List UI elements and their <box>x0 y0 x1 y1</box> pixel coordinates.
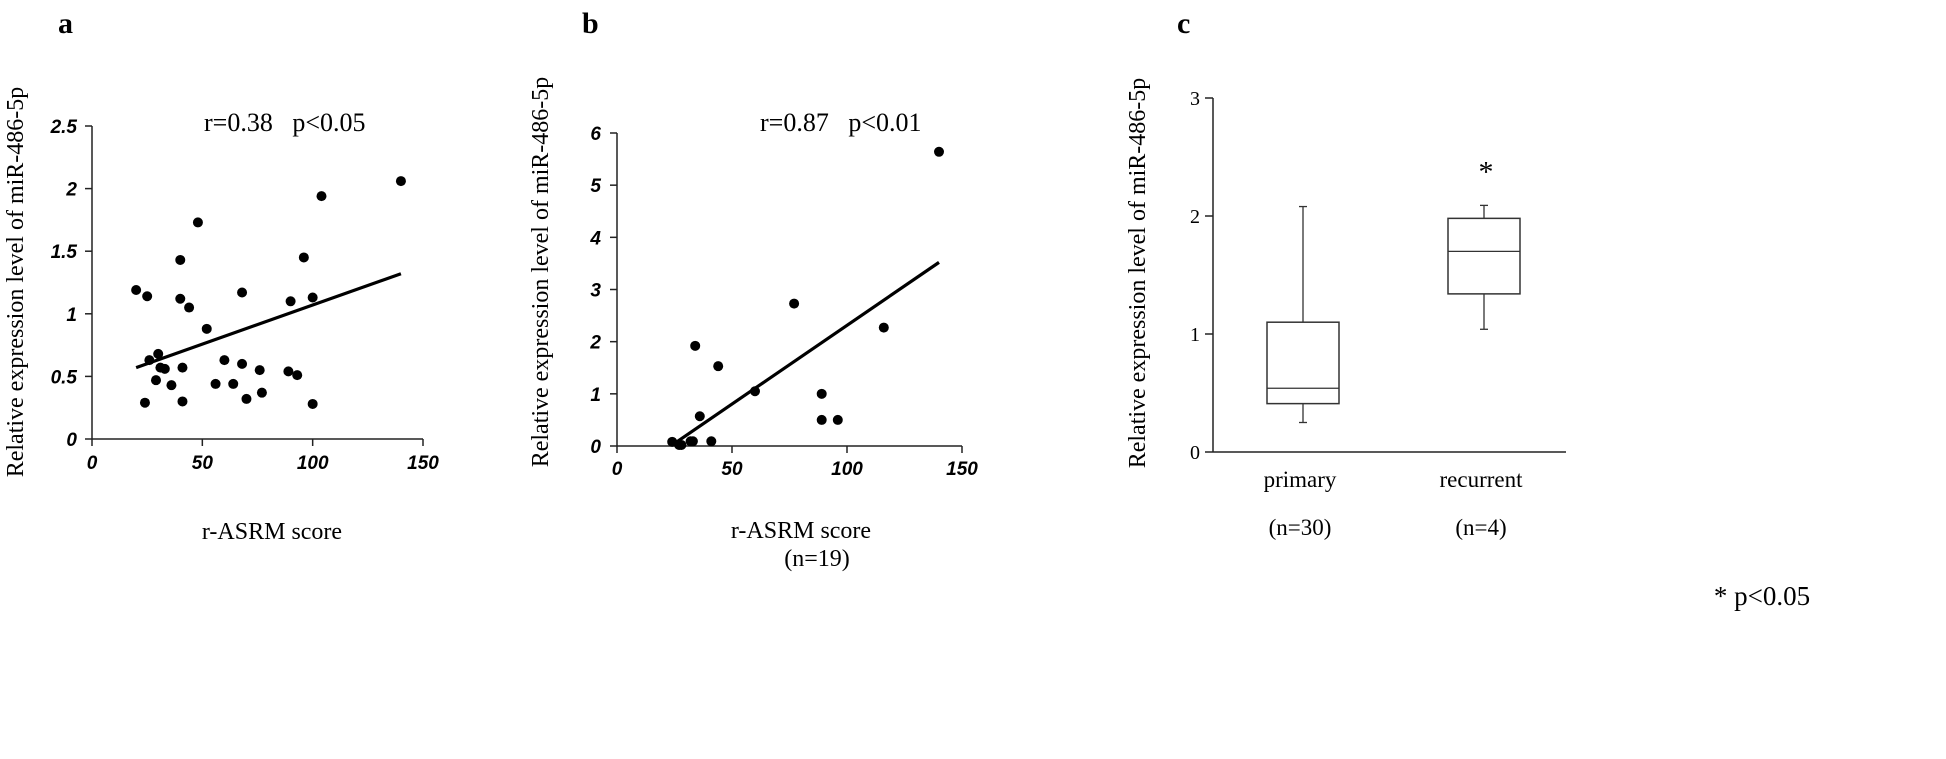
panel-b-ytick-label: 3 <box>590 281 601 302</box>
panel-a-xtick-label: 100 <box>297 453 329 474</box>
panel-c-category-label: recurrent <box>1440 467 1524 492</box>
panel-b-data-point <box>706 436 717 447</box>
panel-a-data-point <box>237 287 248 298</box>
panel-a-data-point <box>153 348 164 359</box>
panel-a-data-point <box>241 393 252 404</box>
panel-b-data-point <box>789 298 800 309</box>
panel-a-data-point <box>192 217 203 228</box>
panel-c-box <box>1447 217 1521 295</box>
panel-c-chart: Relative expression level of miR-486-5p … <box>1125 78 1566 540</box>
panel-a-data-point <box>254 365 265 376</box>
panel-a-ytick-label: 1 <box>66 305 77 326</box>
panel-b-data-point <box>878 322 889 333</box>
panel-b-data-point <box>934 146 944 157</box>
panel-a-ylabel: Relative expression level of miR-486-5p <box>3 87 29 478</box>
panel-a-ytick-label: 2 <box>65 180 77 201</box>
panel-a-xtick-label: 0 <box>87 453 98 474</box>
panel-c-ytick-label: 0 <box>1190 442 1200 464</box>
panel-a-data-point <box>307 398 318 409</box>
panel-a-chart: r=0.38 p<0.05 Relative expression level … <box>3 87 439 545</box>
panel-b-ytick-label: 4 <box>589 228 601 249</box>
panel-a-data-point <box>201 323 212 334</box>
panel-b-ytick-label: 2 <box>589 333 601 354</box>
panel-a-data-point <box>131 285 142 296</box>
panel-a-data-point <box>175 293 186 304</box>
panel-b-xtick-label: 0 <box>612 459 623 480</box>
panel-a-xtick-label: 50 <box>192 453 214 474</box>
panel-c-ytick-label: 1 <box>1190 324 1200 346</box>
panel-a-data-point <box>292 370 303 381</box>
panel-b-data-point <box>676 439 687 450</box>
panel-b-ytick-label: 5 <box>590 176 601 197</box>
panel-b-data-point <box>816 414 827 425</box>
panel-b-note: (n=19) <box>784 546 850 572</box>
panel-b-xlabel: r-ASRM score <box>731 518 871 544</box>
panel-a-data-point <box>307 292 318 303</box>
panel-a-data-point <box>228 378 239 389</box>
panel-a-ytick-label: 2.5 <box>50 117 78 138</box>
panel-a-data-point <box>210 378 221 389</box>
panel-c-box <box>1266 321 1340 405</box>
panel-a-data-point <box>177 362 188 373</box>
panel-a-xtick-label: 150 <box>407 453 439 474</box>
panel-c-letter: c <box>1177 7 1190 40</box>
panel-b-ytick-label: 0 <box>590 437 601 458</box>
panel-b-letter: b <box>582 7 599 40</box>
panel-b-data-point <box>694 411 705 422</box>
panel-a-data-point <box>219 355 230 366</box>
panel-a-data-point <box>298 252 309 263</box>
panel-a-ytick-label: 1.5 <box>51 242 78 263</box>
panel-b-chart: r=0.87 p<0.01 Relative expression level … <box>528 77 978 572</box>
panel-a-data-point <box>139 397 150 408</box>
panel-b-ylabel: Relative expression level of miR-486-5p <box>528 77 554 468</box>
panel-a-ytick-label: 0 <box>66 430 77 451</box>
panel-c-ytick-label: 2 <box>1190 206 1200 228</box>
panel-b-data-point <box>713 361 724 372</box>
panel-b-data-point <box>687 436 698 447</box>
panel-a-data-point <box>142 291 153 302</box>
panel-c-count-label: (n=4) <box>1455 515 1506 540</box>
panel-b-ytick-label: 6 <box>590 124 601 145</box>
panel-a-annotation: r=0.38 p<0.05 <box>204 108 365 137</box>
panel-b-fit-line <box>673 261 940 445</box>
panel-a-data-point <box>395 176 406 187</box>
panel-b-xtick-label: 100 <box>831 459 863 480</box>
panel-a-xlabel: r-ASRM score <box>202 519 342 545</box>
panel-b-data-point <box>690 340 701 351</box>
panel-a-data-point <box>150 375 161 386</box>
panel-a-letter: a <box>58 7 73 40</box>
panel-b-xtick-label: 150 <box>946 459 978 480</box>
panel-a-data-point <box>256 387 267 398</box>
panel-a-data-point <box>177 396 188 407</box>
panel-a-data-point <box>283 366 294 377</box>
panel-a-data-point <box>175 254 186 265</box>
panel-c-ylabel: Relative expression level of miR-486-5p <box>1125 78 1151 469</box>
panel-b-annotation: r=0.87 p<0.01 <box>760 108 921 137</box>
panel-c-category-label: primary <box>1264 467 1337 492</box>
panel-b-data-point <box>750 386 760 397</box>
panel-a-fit-line <box>135 272 402 370</box>
panel-a-data-point <box>144 355 155 366</box>
panel-b-xtick-label: 50 <box>721 459 743 480</box>
panel-a-data-point <box>159 363 170 374</box>
panel-a-data-point <box>166 380 177 391</box>
panel-a-data-point <box>316 191 327 202</box>
panel-b-ytick-label: 1 <box>590 385 601 406</box>
panel-a-data-point <box>237 358 248 369</box>
panel-a-data-point <box>184 302 195 313</box>
panel-c-count-label: (n=30) <box>1269 515 1332 540</box>
panel-c-significance-marker: * <box>1479 155 1494 188</box>
panel-a-ytick-label: 0.5 <box>51 367 78 388</box>
panel-c-ytick-label: 3 <box>1190 88 1200 110</box>
footnote: * p<0.05 <box>1714 581 1810 611</box>
panel-a-data-point <box>285 296 296 307</box>
panel-b-data-point <box>816 388 827 399</box>
panel-b-data-point <box>832 414 843 425</box>
